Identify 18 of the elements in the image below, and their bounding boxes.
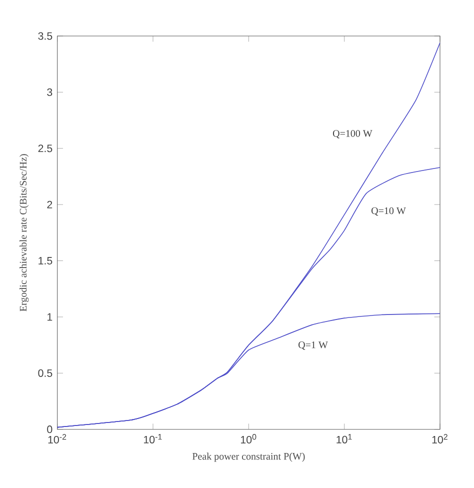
x-tick-label: 10$^{2}$ [432, 434, 448, 444]
series-label: Q=1 W [298, 342, 328, 350]
y-tick-label: 0.5 [38, 369, 52, 377]
y-tick-label: 3 [47, 88, 52, 96]
x-tick-label: 10$^{-1}$ [144, 434, 162, 444]
y-tick-label: 1 [48, 313, 52, 321]
series-label: Q=100 W [332, 130, 372, 138]
y-tick-label: 2.5 [38, 144, 52, 152]
x-tick-label: 10$^{0}$ [240, 434, 256, 444]
y-tick-label: 1.5 [38, 257, 52, 264]
y-tick-label: 2 [47, 200, 52, 208]
y-axis-title: Ergodic achievable rate C(Bits/Sec/Hz) [20, 154, 29, 312]
x-axis-title: Peak power constraint P(W) [192, 452, 305, 462]
series-label: Q=10 W [372, 207, 406, 216]
x-tick-label: 10$^{1}$ [336, 434, 352, 444]
y-tick-label: 3.5 [38, 32, 52, 40]
y-tick-label: 0 [47, 426, 52, 434]
x-tick-label: 10$^{-2}$ [48, 434, 66, 444]
